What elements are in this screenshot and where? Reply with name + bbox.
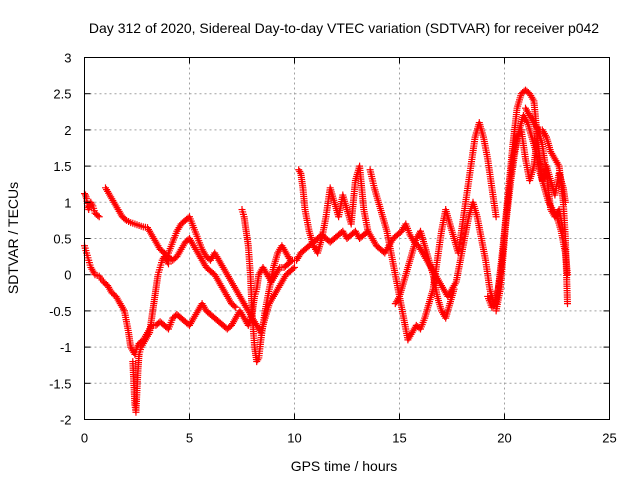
data-point: [94, 212, 102, 220]
series-segment-12: [522, 104, 567, 235]
y-tick-label: 0.5: [53, 232, 71, 247]
data-point: [230, 302, 238, 310]
x-tick-label: 15: [392, 431, 406, 446]
y-axis-title: SDTVAR / TECUs: [5, 182, 21, 294]
y-tick-label: 1: [64, 195, 71, 210]
y-tick-label: -2: [60, 413, 72, 428]
data-point: [286, 256, 294, 264]
y-tick-label: -1.5: [49, 376, 71, 391]
data-point: [289, 265, 297, 273]
x-tick-label: 10: [287, 431, 301, 446]
y-tick-labels: -2 -1.5 -1 -0.5 0 0.5 1 1.5 2 2.5 3: [49, 51, 71, 428]
y-tick-label: 2.5: [53, 87, 71, 102]
x-tick-label: 0: [81, 431, 88, 446]
y-tick-label: -0.5: [49, 304, 71, 319]
chart-title: Day 312 of 2020, Sidereal Day-to-day VTE…: [89, 20, 599, 36]
data-point: [564, 300, 571, 308]
series-segment-4: [129, 253, 172, 416]
series-segment-9: [391, 227, 458, 322]
data-point: [364, 227, 372, 235]
x-tick-label: 25: [602, 431, 616, 446]
series-segment-6: [238, 206, 294, 366]
x-tick-labels: 0 5 10 15 20 25: [81, 431, 617, 446]
y-tick-label: 3: [64, 51, 71, 66]
x-axis-title: GPS time / hours: [291, 458, 398, 474]
y-tick-label: 2: [64, 123, 71, 138]
tick-marks: [84, 57, 610, 420]
series-segment-1: [81, 190, 103, 221]
series-segment-3: [102, 184, 240, 311]
data-points: [81, 86, 571, 416]
x-tick-label: 5: [186, 431, 193, 446]
data-point: [450, 285, 458, 293]
data-point: [291, 263, 298, 271]
data-point: [559, 227, 567, 235]
y-tick-label: -1: [60, 340, 72, 355]
data-point: [95, 213, 103, 221]
data-point: [232, 303, 240, 311]
series-segment-7: [295, 162, 372, 257]
y-tick-label: 1.5: [53, 159, 71, 174]
data-point: [492, 213, 500, 221]
data-point: [491, 301, 499, 309]
x-tick-label: 20: [497, 431, 511, 446]
data-point: [165, 260, 172, 268]
y-tick-label: 0: [64, 268, 71, 283]
series-segment-11: [484, 126, 571, 311]
